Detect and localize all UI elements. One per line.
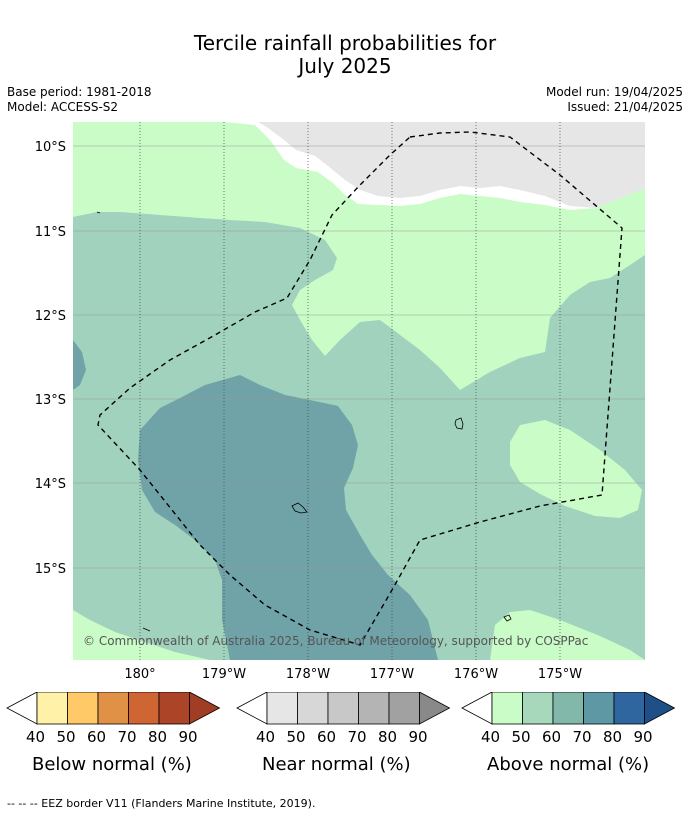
legend-tick-label: 40 — [256, 728, 276, 746]
legend-swatch — [128, 692, 160, 725]
island-4 — [142, 627, 151, 632]
region-above-60-west — [73, 340, 86, 390]
region-above-40-south — [490, 610, 645, 660]
eez-border — [97, 131, 623, 646]
legend-arrow-left — [6, 692, 38, 725]
lon-label: 175°W — [538, 667, 582, 682]
legend-swatch — [327, 692, 359, 725]
legend-tick-label: 70 — [117, 728, 137, 746]
legend-title: Above normal (%) — [487, 754, 650, 775]
legend-swatch — [583, 692, 615, 725]
legend-tick-label: 60 — [542, 728, 562, 746]
legend-swatch — [388, 692, 420, 725]
legend-swatch — [158, 692, 190, 725]
lat-label: 12°S — [35, 309, 66, 324]
legend-swatch — [522, 692, 554, 725]
legend-swatch — [491, 692, 523, 725]
lon-label: 178°W — [286, 667, 330, 682]
region-above-40-east — [510, 420, 642, 518]
title-line-2: July 2025 — [298, 54, 392, 78]
legend-swatch — [67, 692, 99, 725]
base-period: Base period: 1981-2018 — [7, 85, 152, 99]
model-run: Model run: 19/04/2025 — [545, 85, 683, 99]
legend-tick-label: 50 — [286, 728, 306, 746]
lon-label: 180° — [124, 667, 155, 682]
legend-tick-label: 90 — [633, 728, 653, 746]
legend-swatch — [36, 692, 68, 725]
legend-arrow-right — [419, 692, 451, 725]
island-5 — [96, 211, 101, 214]
legend-title: Below normal (%) — [32, 754, 192, 775]
region-above-60 — [138, 375, 438, 660]
title-line-1: Tercile rainfall probabilities for — [193, 31, 497, 55]
lat-label: 15°S — [35, 562, 66, 577]
copyright-text: © Commonwealth of Australia 2025, Bureau… — [83, 634, 588, 648]
legend-tick-label: 40 — [26, 728, 46, 746]
legend-arrow-right — [644, 692, 676, 725]
map-title: Tercile rainfall probabilities for July … — [0, 32, 690, 78]
lat-label: 14°S — [35, 477, 66, 492]
legend-title: Near normal (%) — [262, 754, 411, 775]
lon-labels: 180° 179°W 178°W 177°W 176°W 175°W — [124, 667, 582, 682]
legend-tick-label: 40 — [481, 728, 501, 746]
legend-colorbars — [6, 692, 676, 725]
legend-tick-label: 60 — [87, 728, 107, 746]
legend-swatch — [266, 692, 298, 725]
legend-arrow-left — [461, 692, 493, 725]
lat-label: 13°S — [35, 393, 66, 408]
island-2 — [291, 502, 308, 514]
legend-swatch — [358, 692, 390, 725]
region-above-40-southwest — [73, 610, 210, 660]
legend-swatch — [613, 692, 645, 725]
lat-gridlines — [73, 145, 645, 569]
legend-swatch — [297, 692, 329, 725]
island-3 — [503, 614, 512, 622]
legend-tick-label: 80 — [603, 728, 623, 746]
lon-label: 176°W — [454, 667, 498, 682]
legend-tick-label: 80 — [148, 728, 168, 746]
model-name: Model: ACCESS-S2 — [7, 100, 119, 114]
legend-tick-label: 70 — [572, 728, 592, 746]
lat-label: 11°S — [35, 225, 66, 240]
legend-tick-label: 80 — [378, 728, 398, 746]
region-near-normal — [258, 122, 645, 208]
issued-date: Issued: 21/04/2025 — [567, 100, 683, 114]
legend-tick-label: 70 — [347, 728, 367, 746]
meta-right: Model run: 19/04/2025 Issued: 21/04/2025 — [546, 85, 683, 115]
legend-arrow-left — [236, 692, 268, 725]
legend-tick-label: 50 — [56, 728, 76, 746]
footer-note: -- -- -- EEZ border V11 (Flanders Marine… — [7, 797, 316, 810]
legend-tick-label: 90 — [408, 728, 428, 746]
lat-label: 10°S — [35, 140, 66, 155]
legend-tick-label: 90 — [178, 728, 198, 746]
meta-left: Base period: 1981-2018 Model: ACCESS-S2 — [7, 85, 152, 115]
probability-map: © Commonwealth of Australia 2025, Bureau… — [35, 122, 645, 682]
legend-tick-label: 60 — [317, 728, 337, 746]
lat-labels: 10°S 11°S 12°S 13°S 14°S 15°S — [35, 140, 66, 577]
legend-tick-label: 50 — [511, 728, 531, 746]
lon-label: 179°W — [202, 667, 246, 682]
lon-label: 177°W — [370, 667, 414, 682]
legend-arrow-right — [189, 692, 221, 725]
legend-swatch — [97, 692, 129, 725]
legend-swatch — [552, 692, 584, 725]
island-1 — [454, 417, 464, 430]
